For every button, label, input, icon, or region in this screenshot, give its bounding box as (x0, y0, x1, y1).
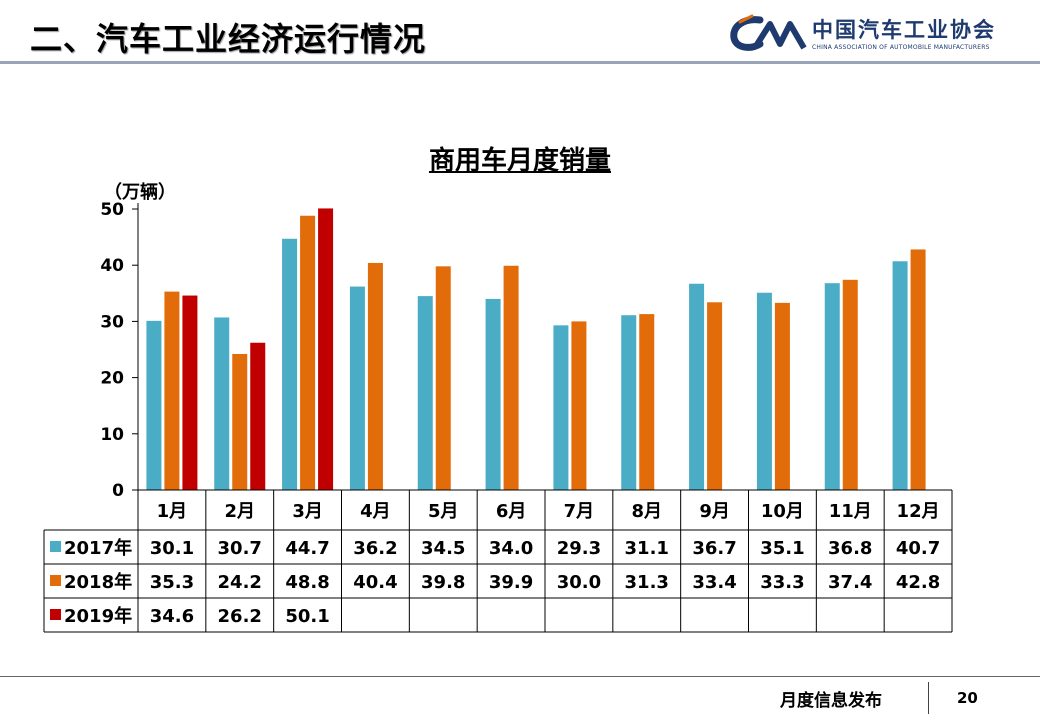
x-tick-label: 5月 (428, 501, 459, 522)
bar (146, 320, 162, 490)
y-tick-label: 20 (100, 369, 124, 389)
bar (485, 298, 501, 490)
y-tick-label: 30 (100, 312, 124, 332)
x-tick-label: 10月 (761, 501, 804, 522)
data-label: 30.1 (150, 538, 194, 559)
bar (182, 295, 198, 490)
bar (417, 296, 433, 490)
legend-swatch (50, 609, 61, 620)
footer-separator (928, 682, 929, 714)
bar (318, 208, 334, 491)
data-label: 40.7 (896, 538, 940, 559)
data-label: 26.2 (218, 606, 262, 627)
data-label: 33.3 (760, 572, 804, 593)
data-label: 34.5 (421, 538, 465, 559)
data-label: 36.7 (692, 538, 736, 559)
x-tick-label: 8月 (631, 501, 662, 522)
data-label: 34.6 (150, 606, 194, 627)
legend-swatch (50, 541, 61, 552)
bar (282, 238, 298, 490)
bar (553, 325, 569, 490)
bar (892, 261, 908, 490)
data-label: 48.8 (285, 572, 329, 593)
x-tick-label: 3月 (292, 501, 323, 522)
bar (250, 342, 266, 490)
footer-text: 月度信息发布 (780, 691, 882, 711)
bar (910, 249, 926, 490)
data-label: 34.0 (489, 538, 533, 559)
data-label: 31.1 (625, 538, 669, 559)
y-tick-label: 10 (100, 425, 124, 445)
bar (639, 314, 655, 490)
data-label: 37.4 (828, 572, 872, 593)
x-tick-label: 9月 (699, 501, 730, 522)
y-axis-unit-label: （万辆） (104, 182, 176, 203)
data-label: 24.2 (218, 572, 262, 593)
data-label: 30.0 (557, 572, 601, 593)
x-tick-label: 11月 (829, 501, 872, 522)
y-tick-label: 50 (100, 200, 124, 220)
data-label: 33.4 (692, 572, 736, 593)
bar (571, 321, 587, 490)
footer-divider (0, 676, 1040, 677)
y-tick-label: 40 (100, 256, 124, 276)
legend-label: 2019年 (64, 605, 132, 627)
data-label: 30.7 (218, 538, 262, 559)
data-label: 40.4 (353, 572, 397, 593)
bar (367, 262, 383, 490)
bar (774, 302, 790, 490)
bar (232, 353, 248, 490)
x-tick-label: 4月 (360, 501, 391, 522)
bar (214, 317, 230, 490)
legend-label: 2017年 (64, 537, 132, 559)
chart-title: 商用车月度销量 (428, 146, 611, 176)
bar (707, 302, 723, 490)
logo-text-en: CHINA ASSOCIATION OF AUTOMOBILE MANUFACT… (812, 44, 990, 51)
legend-swatch (50, 575, 61, 586)
x-tick-label: 1月 (157, 501, 188, 522)
y-tick-label: 0 (112, 481, 124, 501)
logo-text-cn: 中国汽车工业协会 (812, 18, 996, 42)
data-label: 36.8 (828, 538, 872, 559)
data-label: 35.3 (150, 572, 194, 593)
data-label: 44.7 (285, 538, 329, 559)
page-number: 20 (957, 689, 978, 707)
legend-label: 2018年 (64, 571, 132, 593)
data-label: 36.2 (353, 538, 397, 559)
logo: 中国汽车工业协会 CHINA ASSOCIATION OF AUTOMOBILE… (730, 12, 1030, 58)
bar (756, 292, 772, 490)
data-label: 39.8 (421, 572, 465, 593)
bar (503, 265, 519, 490)
bar (824, 283, 840, 490)
data-label: 39.9 (489, 572, 533, 593)
data-label: 35.1 (760, 538, 804, 559)
data-label: 31.3 (625, 572, 669, 593)
bar (300, 215, 316, 490)
x-tick-label: 2月 (224, 501, 255, 522)
data-label: 29.3 (557, 538, 601, 559)
bar (621, 315, 637, 490)
header-divider (0, 61, 1040, 64)
bar (435, 266, 451, 490)
slide-title: 二、汽车工业经济运行情况 (30, 20, 427, 58)
data-label: 42.8 (896, 572, 940, 593)
data-label: 50.1 (285, 606, 329, 627)
bar (349, 286, 365, 490)
x-tick-label: 7月 (564, 501, 595, 522)
bar (842, 279, 858, 490)
x-tick-label: 6月 (496, 501, 527, 522)
x-tick-label: 12月 (897, 501, 940, 522)
bar (164, 291, 180, 490)
caam-logo-icon (730, 14, 807, 51)
bar (689, 283, 705, 490)
